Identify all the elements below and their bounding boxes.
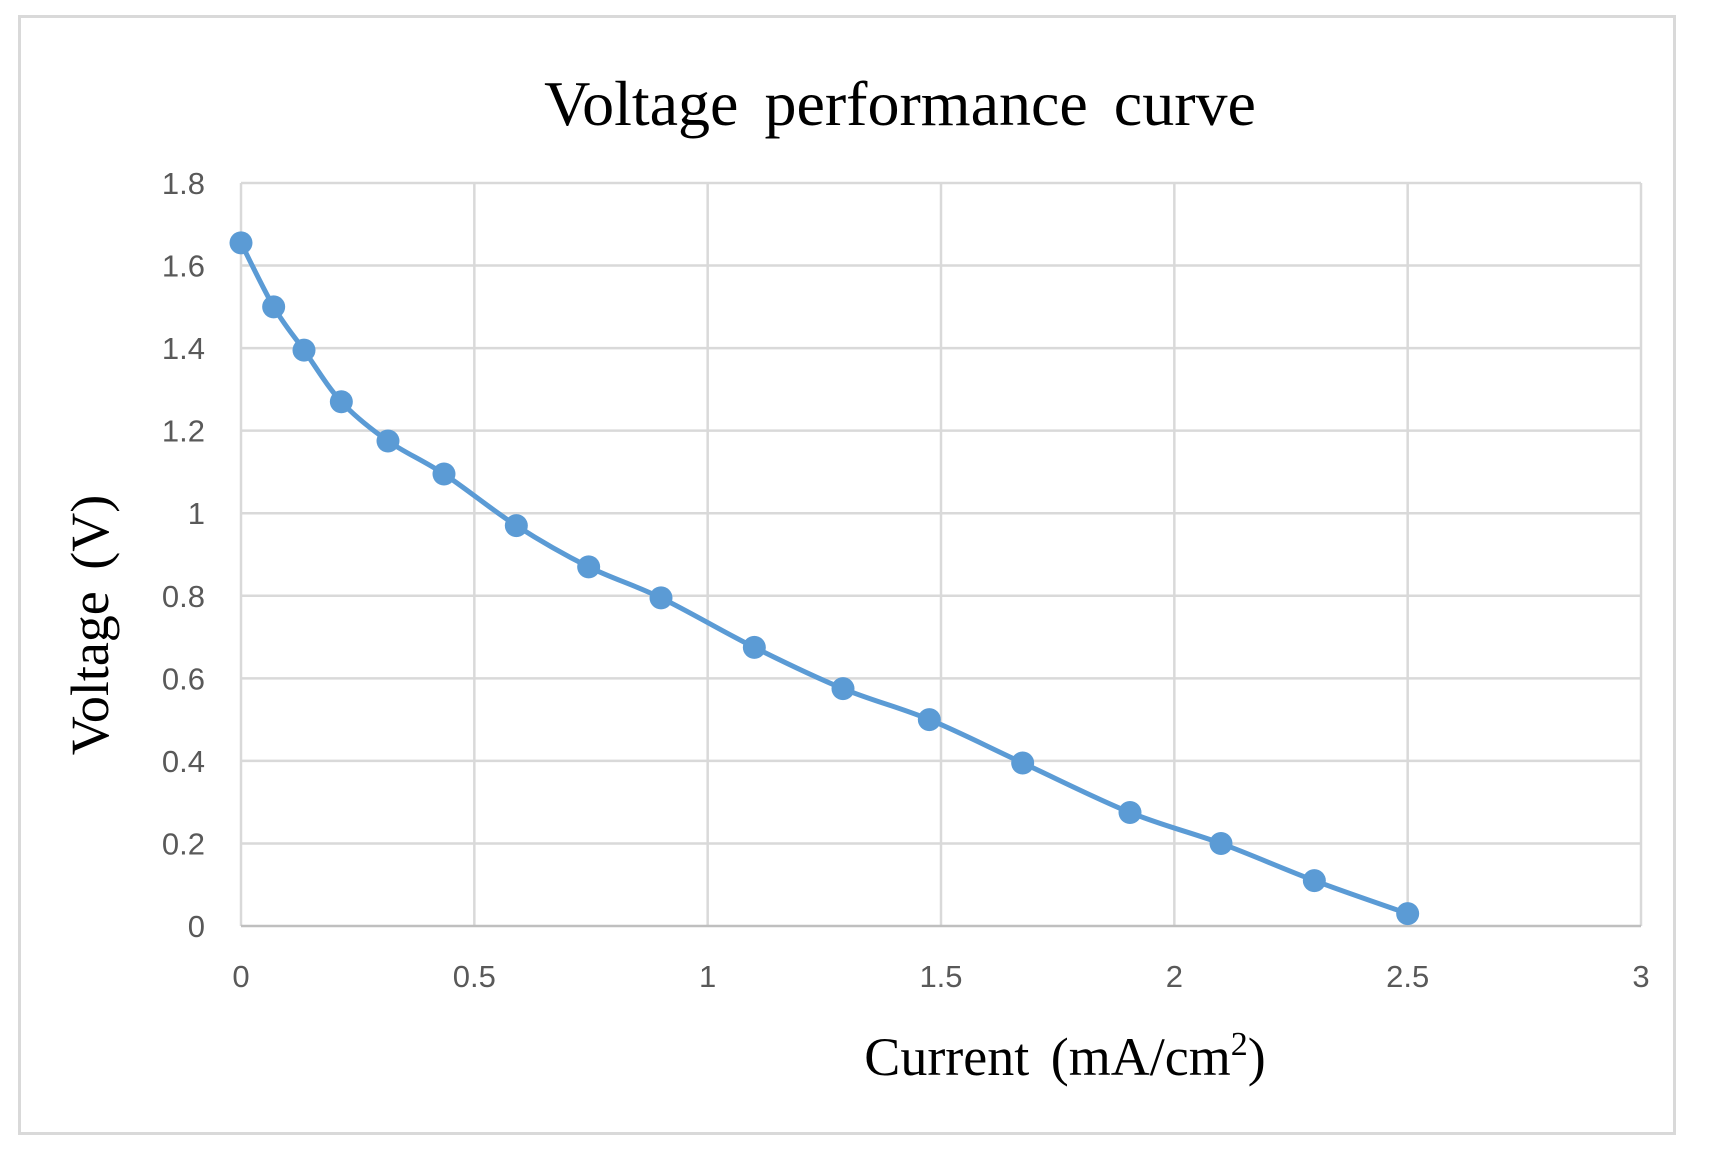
chart-title: Voltage performance curve (544, 68, 1256, 139)
grid (241, 181, 1643, 926)
x-axis-title-main: Current (mA/cm (864, 1027, 1230, 1087)
data-point (1396, 902, 1420, 926)
data-point (329, 390, 353, 414)
data-point (742, 635, 766, 659)
chart-frame (18, 15, 1676, 1135)
x-tick-label: 0.5 (453, 959, 496, 994)
data-point (831, 677, 855, 701)
x-tick-label: 3 (1632, 959, 1649, 994)
y-tick-label: 0.4 (162, 744, 205, 779)
x-axis-title-close: ) (1248, 1027, 1266, 1087)
data-point (1011, 751, 1035, 775)
series (229, 231, 1420, 926)
y-tick-label: 0.6 (162, 661, 205, 696)
data-point (577, 555, 601, 579)
y-tick-label: 0 (188, 909, 205, 944)
y-axis-title: Voltage (V) (60, 495, 120, 755)
y-tick-label: 1.8 (162, 166, 205, 201)
data-point (376, 429, 400, 453)
x-tick-label: 0 (232, 959, 249, 994)
data-point (1302, 869, 1326, 893)
y-tick-label: 0.8 (162, 579, 205, 614)
data-point (432, 462, 456, 486)
data-point (504, 514, 528, 538)
x-axis-title-superscript: 2 (1231, 1026, 1248, 1063)
x-tick-label: 2.5 (1386, 959, 1429, 994)
data-point (292, 338, 316, 362)
x-tick-label: 1.5 (919, 959, 962, 994)
series-line (238, 240, 1411, 917)
y-tick-label: 1.2 (162, 414, 205, 449)
data-point (917, 708, 941, 732)
y-tick-label: 0.2 (162, 826, 205, 861)
x-tick-label: 2 (1166, 959, 1183, 994)
data-point (1209, 831, 1233, 855)
data-point (1118, 800, 1142, 824)
data-point (262, 295, 286, 319)
data-point (229, 231, 253, 255)
y-tick-label: 1.6 (162, 249, 205, 284)
x-axis-title: Current (mA/cm2) (864, 1026, 1265, 1087)
tick-labels: 0 0.2 0.4 0.6 0.8 1 1.2 1.4 1.6 1.8 0 0.5 1 1.5 2 2.5 3 (162, 166, 1650, 994)
y-tick-label: 1.4 (162, 331, 205, 366)
axes (239, 183, 1641, 928)
x-tick-label: 1 (699, 959, 716, 994)
y-tick-label: 1 (188, 496, 205, 531)
data-point (649, 586, 673, 610)
